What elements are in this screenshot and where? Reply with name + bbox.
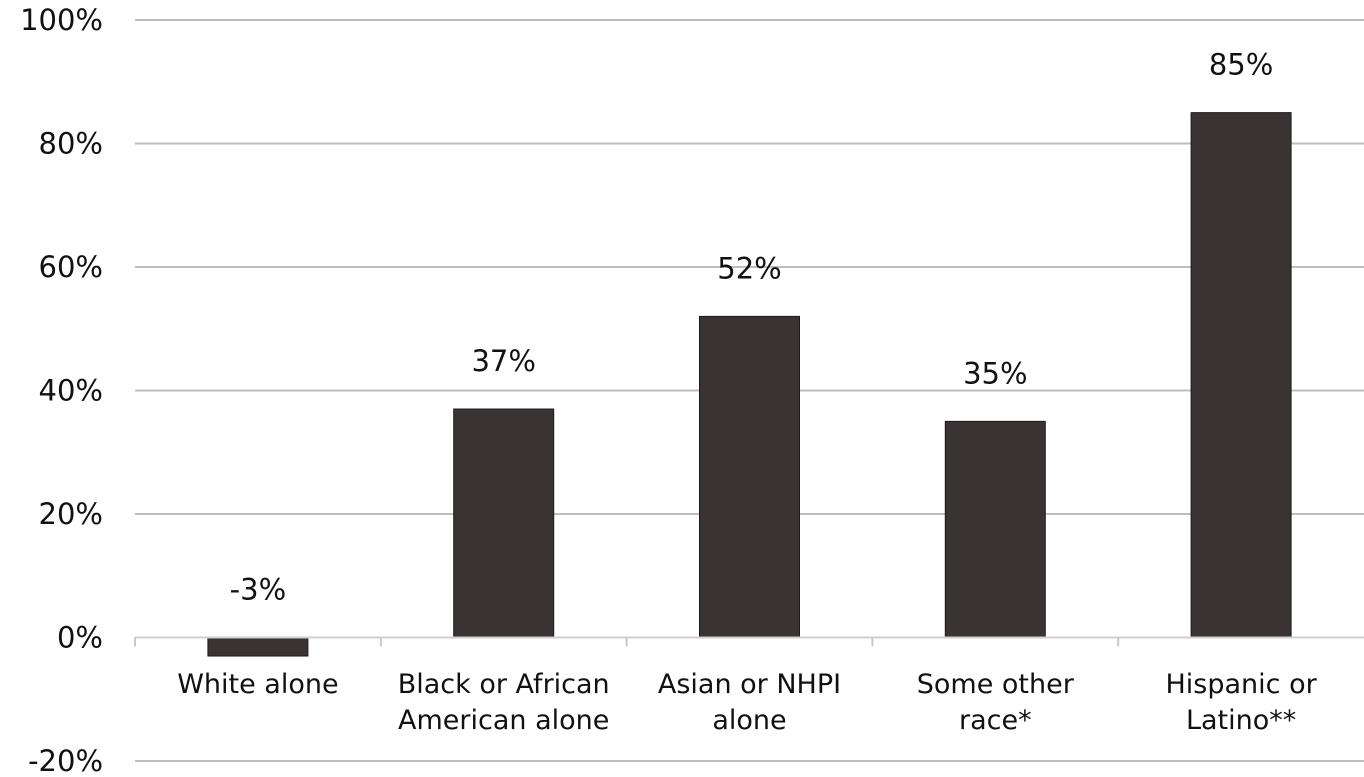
x-tick-label-line: alone [712,705,786,736]
y-tick-label: 20% [39,497,103,531]
y-axis-tick-labels: 100% 80% 60% 40% 20% 0% -20% [20,3,103,777]
y-tick-label: 40% [39,374,103,408]
data-label: 52% [717,251,781,285]
x-axis [134,636,1364,647]
x-tick-label: Black or African American alone [398,669,610,736]
bar [453,408,555,638]
x-axis-tick-labels: White alone Black or African American alon… [177,669,1317,736]
x-tick-label-line: Asian or NHPI [658,669,841,700]
data-labels: -3% 37% 52% 35% 85% [230,48,1274,607]
x-tick-label-line: Some other [917,669,1075,700]
y-tick-label: -20% [28,744,103,777]
y-tick-label: 80% [39,127,103,161]
y-tick-label: 100% [20,3,103,37]
bar [699,315,800,638]
y-tick-label: 0% [57,621,103,655]
bars [207,112,1292,657]
data-label: 35% [963,356,1027,390]
data-label: 85% [1209,48,1273,82]
bar [1190,112,1292,638]
bar [207,637,309,657]
x-tick-label-line: Black or African [398,669,610,700]
x-tick-label: Hispanic or Latino** [1165,669,1317,736]
x-tick-label-line: Hispanic or [1165,669,1317,700]
x-tick-label-line: White alone [177,669,338,700]
x-tick-label-line: race* [959,705,1032,736]
data-label: -3% [230,573,286,607]
x-tick-label: Asian or NHPI alone [658,669,841,736]
y-tick-label: 60% [39,250,103,284]
data-label: 37% [471,344,535,378]
bar [944,420,1046,638]
x-tick-label: White alone [177,669,338,700]
x-tick-label: Some other race* [917,669,1075,736]
x-tick-label-line: Latino** [1186,705,1296,736]
x-tick-label-line: American alone [398,705,609,736]
